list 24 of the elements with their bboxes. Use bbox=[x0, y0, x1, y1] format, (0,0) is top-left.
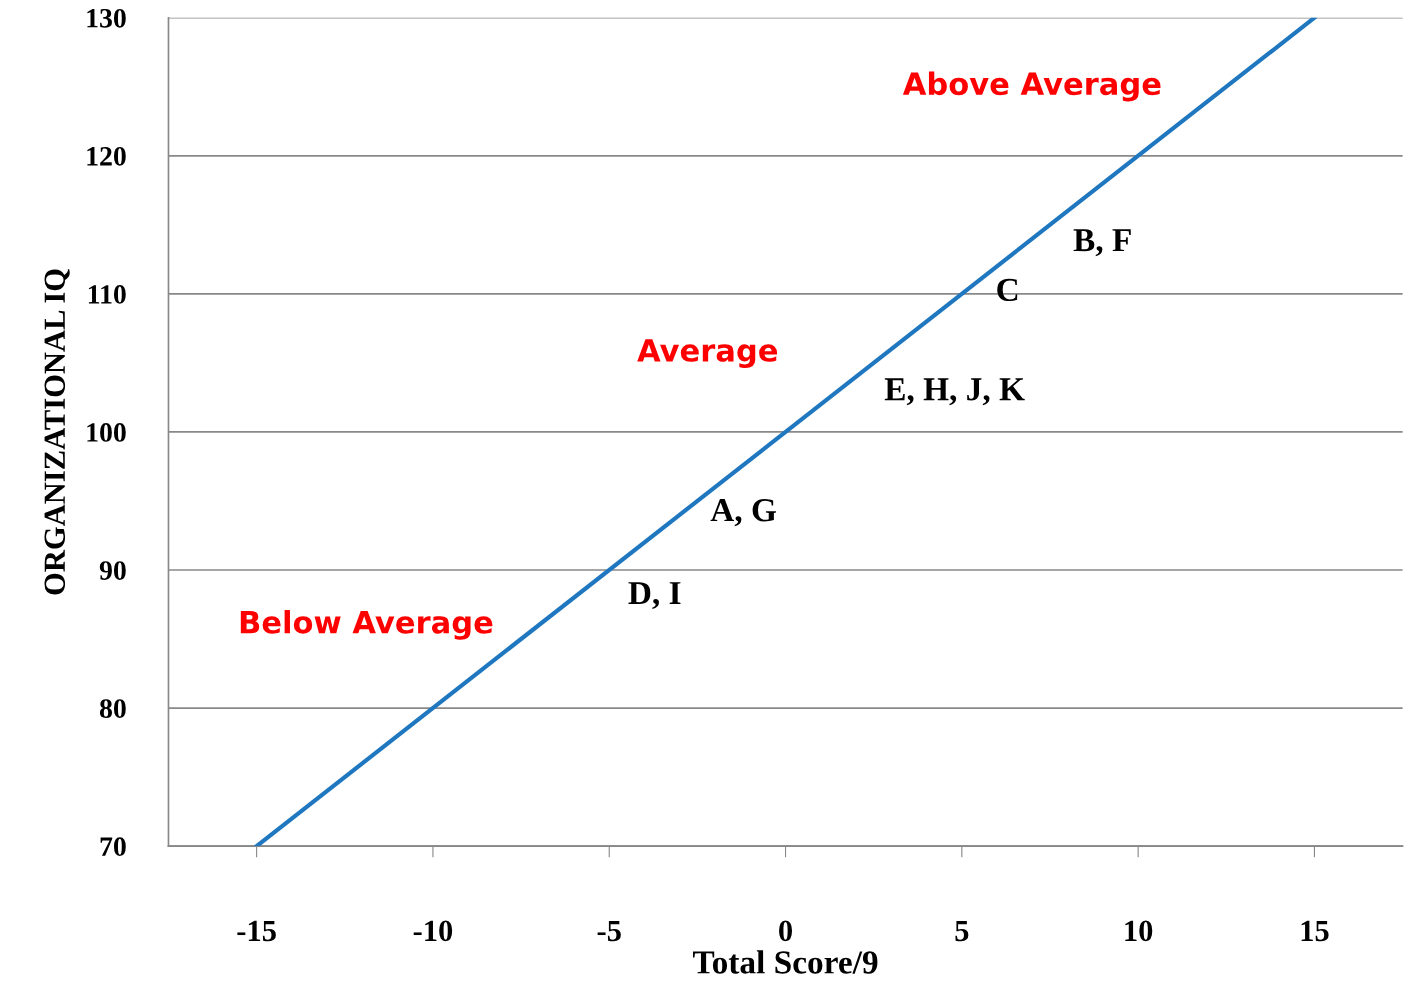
y-tick-label: 110 bbox=[88, 285, 126, 304]
annotation: Above Average bbox=[902, 71, 1161, 102]
x-tick-label: 5 bbox=[955, 920, 969, 942]
x-tick-label: 10 bbox=[1125, 920, 1153, 942]
y-tick-label: 120 bbox=[87, 146, 126, 166]
annotation: A, G bbox=[710, 499, 776, 527]
y-tick-label: 90 bbox=[99, 561, 126, 580]
y-tick-label: 100 bbox=[87, 423, 126, 442]
annotation: Average bbox=[637, 339, 778, 369]
x-tick-label: -15 bbox=[237, 920, 276, 942]
x-tick-label: 0 bbox=[779, 920, 793, 942]
annotation: B, F bbox=[1073, 229, 1131, 257]
x-tick-label: 15 bbox=[1301, 920, 1329, 942]
annotation: D, I bbox=[628, 582, 681, 610]
annotation: C bbox=[997, 278, 1018, 302]
annotation: E, H, J, K bbox=[884, 378, 1025, 406]
x-tick-label: -10 bbox=[413, 920, 453, 942]
x-axis-title: Total Score/9 bbox=[692, 950, 878, 974]
y-tick-label: 80 bbox=[99, 699, 126, 718]
y-axis-title: ORGANIZATIONAL IQ bbox=[44, 269, 70, 595]
annotation: Below Average bbox=[240, 610, 493, 640]
y-tick-label: 130 bbox=[87, 8, 126, 28]
y-tick-label: 70 bbox=[100, 837, 126, 857]
x-tick-label: -5 bbox=[597, 920, 621, 942]
